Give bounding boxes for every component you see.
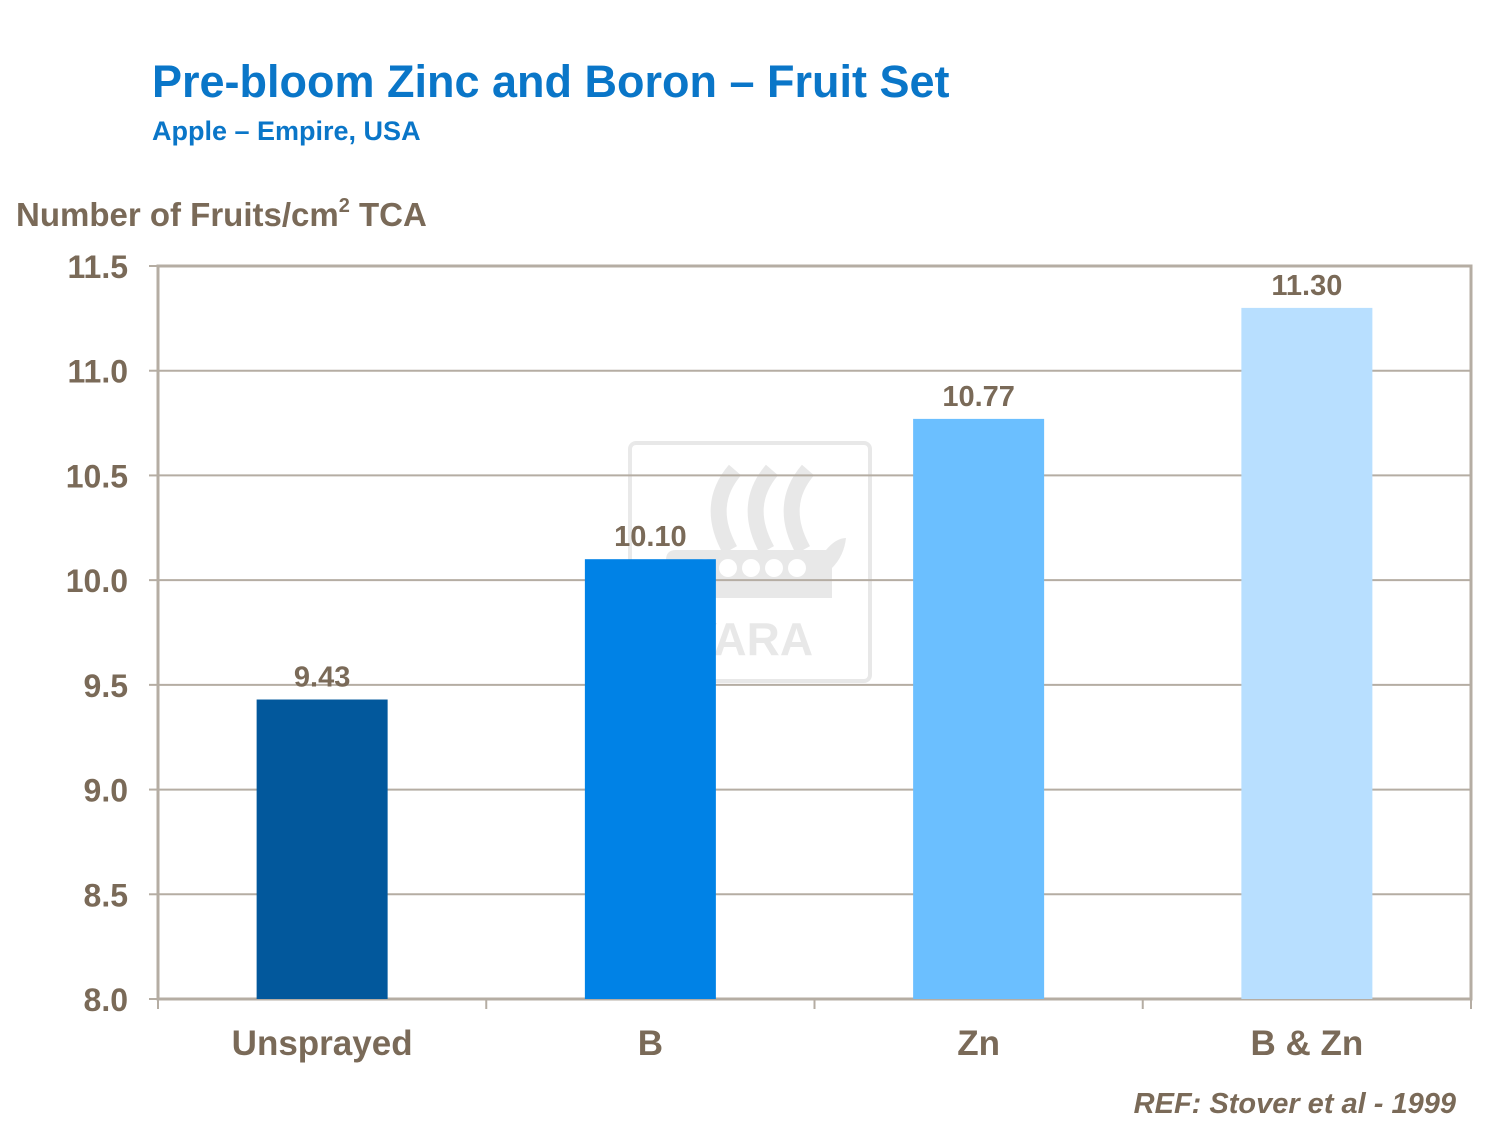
y-axis: 8.0 8.5 9.0 9.5 10.0 10.5 11.0 11.5: [66, 249, 158, 1018]
y-tick-label: 11.0: [67, 354, 128, 390]
y-tick-label: 11.5: [67, 249, 128, 285]
x-tick-label: B: [638, 1024, 663, 1063]
y-axis-label-superscript: 2: [338, 195, 350, 217]
reference-note: REF: Stover et al - 1999: [1133, 1088, 1456, 1120]
value-label: 9.43: [294, 662, 350, 694]
bar-b-zn: [1241, 307, 1373, 999]
y-axis-label-text: Number of Fruits/cm: [16, 196, 339, 233]
bar-unsprayed: [256, 699, 388, 999]
y-tick-label: 10.0: [66, 563, 128, 599]
y-tick-label: 10.5: [66, 458, 128, 494]
x-tick-label: Unsprayed: [232, 1024, 413, 1063]
y-tick-label: 9.5: [84, 668, 128, 704]
y-axis-label-suffix: TCA: [349, 196, 427, 233]
chart-subtitle: Apple – Empire, USA: [152, 116, 421, 146]
value-label: 11.30: [1271, 270, 1342, 302]
y-axis-label: Number of Fruits/cm2 TCA: [16, 196, 427, 234]
x-tick-label: B & Zn: [1250, 1024, 1363, 1063]
bars: [256, 307, 1373, 1000]
value-labels: 9.43 10.10 10.77 11.30: [294, 270, 1342, 694]
value-label: 10.10: [614, 521, 687, 553]
y-tick-label: 9.0: [84, 773, 128, 809]
x-axis: Unsprayed B Zn B & Zn: [157, 999, 1472, 1063]
x-tick-label: Zn: [957, 1024, 1000, 1063]
value-label: 10.77: [942, 381, 1015, 413]
bar-zn: [913, 418, 1045, 1000]
chart-title: Pre-bloom Zinc and Boron – Fruit Set: [152, 56, 950, 107]
y-tick-label: 8.5: [84, 877, 128, 913]
y-tick-label: 8.0: [84, 982, 128, 1018]
bar-b: [584, 559, 716, 999]
